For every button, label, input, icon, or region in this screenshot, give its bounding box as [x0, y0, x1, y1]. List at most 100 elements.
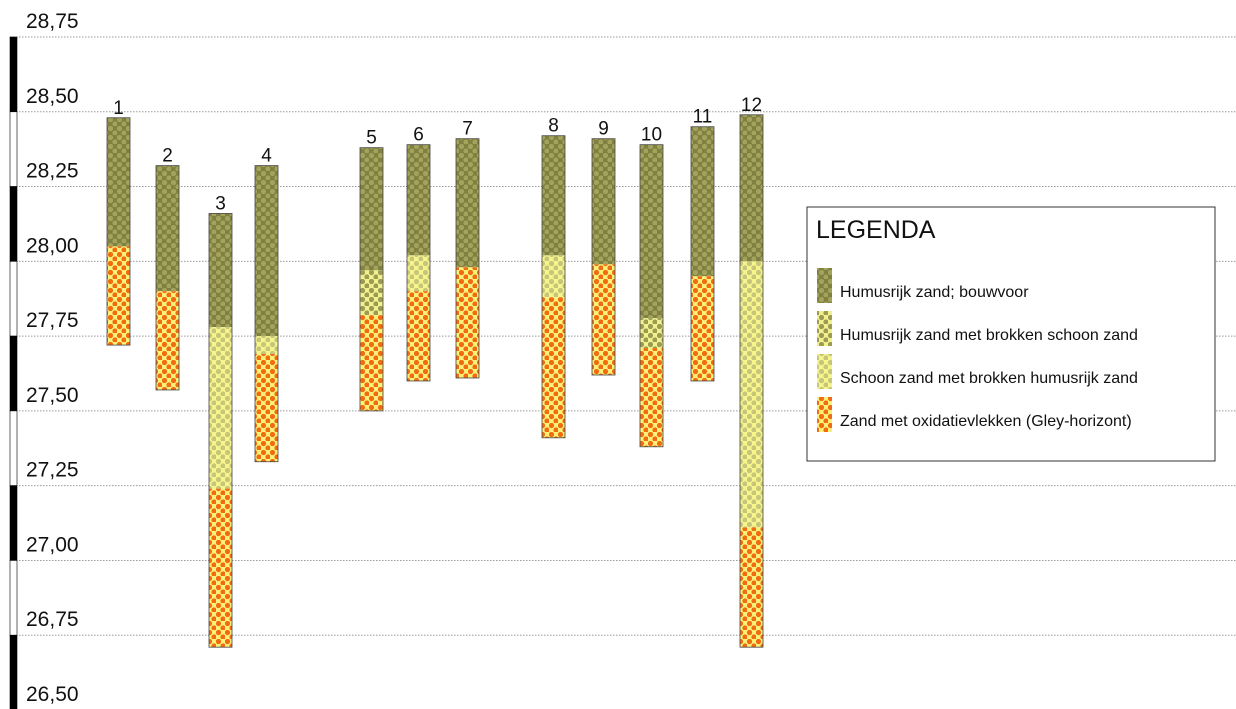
- layer-gley: [542, 297, 565, 438]
- y-tick-label: 28,25: [26, 160, 79, 183]
- scale-bar-segment: [9, 485, 18, 561]
- scale-bar-segment: [9, 335, 18, 412]
- layer-gley: [456, 267, 479, 378]
- layer-humus: [640, 144, 663, 319]
- layer-gley: [740, 527, 763, 648]
- layer-schoon_humus: [407, 255, 430, 292]
- borehole-outline: [106, 117, 131, 346]
- borehole-label: 4: [261, 146, 272, 167]
- y-tick-label: 28,50: [26, 85, 79, 108]
- y-axis: 28,75 28,50 28,25 28,00 27,75 27,50 27,25 27,00…: [9, 10, 79, 709]
- legend-label: Humusrijk zand; bouwvoor: [840, 284, 1029, 301]
- borehole-outline: [254, 165, 279, 463]
- y-tick-label: 26,50: [26, 683, 79, 706]
- layer-humus: [209, 213, 232, 328]
- borehole-outline: [739, 114, 764, 648]
- borehole-label: 3: [215, 193, 226, 214]
- legend-swatch: [817, 268, 832, 303]
- scale-bar-segment: [9, 111, 18, 187]
- legend-label: Schoon zand met brokken humusrijk zand: [840, 370, 1138, 387]
- legend-label: Zand met oxidatievlekken (Gley-horizont): [840, 413, 1132, 430]
- layer-humus_schoon: [360, 270, 383, 316]
- legend-item-schoon_humus: Schoon zand met brokken humusrijk zand: [817, 354, 1138, 389]
- legend: LEGENDA Humusrijk zand; bouwvoorHumusrij…: [806, 206, 1216, 462]
- legend-title: LEGENDA: [816, 216, 936, 244]
- y-tick-label: 28,75: [26, 10, 79, 33]
- borehole-outline: [406, 144, 431, 382]
- borehole-5: 5: [359, 128, 384, 412]
- borehole-3: 3: [208, 193, 233, 648]
- layer-humus: [691, 126, 714, 277]
- y-tick-label: 28,00: [26, 234, 79, 257]
- scale-bar-segment: [9, 560, 18, 636]
- borehole-outline: [639, 144, 664, 448]
- layer-humus: [592, 138, 615, 265]
- legend-label: Humusrijk zand met brokken schoon zand: [840, 327, 1138, 344]
- borehole-12: 12: [739, 95, 764, 648]
- borehole-8: 8: [541, 116, 566, 439]
- scale-bar-segment: [9, 261, 18, 337]
- layer-humus: [255, 165, 278, 337]
- legend-item-gley: Zand met oxidatievlekken (Gley-horizont): [817, 397, 1132, 432]
- layer-gley: [360, 315, 383, 411]
- borehole-outline: [208, 213, 233, 648]
- scale-bar-segment: [9, 410, 18, 486]
- layer-gley: [407, 291, 430, 381]
- legend-swatch: [817, 397, 832, 432]
- legend-items: Humusrijk zand; bouwvoor Humusrijk zand m…: [817, 268, 1138, 432]
- borehole-7: 7: [455, 119, 480, 379]
- borehole-label: 10: [641, 125, 662, 146]
- borehole-label: 11: [693, 107, 713, 128]
- layer-humus: [456, 138, 479, 268]
- legend-item-humus_schoon: Humusrijk zand met brokken schoon zand: [817, 311, 1138, 346]
- layer-schoon_humus: [209, 327, 232, 489]
- borehole-11: 11: [690, 107, 715, 382]
- borehole-10: 10: [639, 125, 664, 448]
- borehole-outline: [455, 138, 480, 379]
- layer-humus: [107, 117, 130, 247]
- legend-swatch: [817, 354, 832, 389]
- layer-humus_schoon: [640, 318, 663, 349]
- legend-item-humus: Humusrijk zand; bouwvoor: [817, 268, 1029, 303]
- borehole-label: 9: [598, 119, 609, 140]
- layer-schoon_humus: [255, 336, 278, 355]
- legend-box: [806, 206, 1216, 462]
- borehole-outline: [359, 147, 384, 412]
- layer-humus: [156, 165, 179, 292]
- y-tick-label: 27,75: [26, 309, 79, 332]
- y-tick-label: 26,75: [26, 608, 79, 631]
- scale-bar-segment: [9, 634, 18, 709]
- layer-gley: [156, 291, 179, 390]
- borehole-label: 7: [462, 119, 473, 140]
- layer-gley: [209, 488, 232, 648]
- layer-gley: [640, 348, 663, 447]
- layer-humus: [407, 144, 430, 256]
- y-tick-label: 27,50: [26, 384, 79, 407]
- borehole-outline: [541, 135, 566, 439]
- layer-gley: [107, 246, 130, 346]
- borehole-label: 2: [162, 146, 173, 167]
- layer-humus: [542, 135, 565, 256]
- layer-schoon_humus: [740, 261, 763, 528]
- borehole-label: 6: [413, 125, 424, 146]
- borehole-outline: [155, 165, 180, 391]
- layer-gley: [255, 354, 278, 462]
- borehole-label: 8: [548, 116, 559, 137]
- layer-gley: [592, 264, 615, 375]
- borehole-6: 6: [406, 125, 431, 382]
- layer-humus: [740, 114, 763, 262]
- legend-swatch: [817, 311, 832, 346]
- layer-gley: [691, 276, 714, 381]
- y-tick-label: 27,00: [26, 533, 79, 556]
- borehole-outline: [591, 138, 616, 376]
- borehole-label: 1: [113, 98, 124, 119]
- scale-bar-segment: [9, 36, 18, 113]
- y-tick-label: 27,25: [26, 459, 79, 482]
- borehole-label: 12: [741, 95, 762, 116]
- borehole-outline: [690, 126, 715, 382]
- borehole-4: 4: [254, 146, 279, 463]
- layer-humus: [360, 147, 383, 271]
- borehole-2: 2: [155, 146, 180, 391]
